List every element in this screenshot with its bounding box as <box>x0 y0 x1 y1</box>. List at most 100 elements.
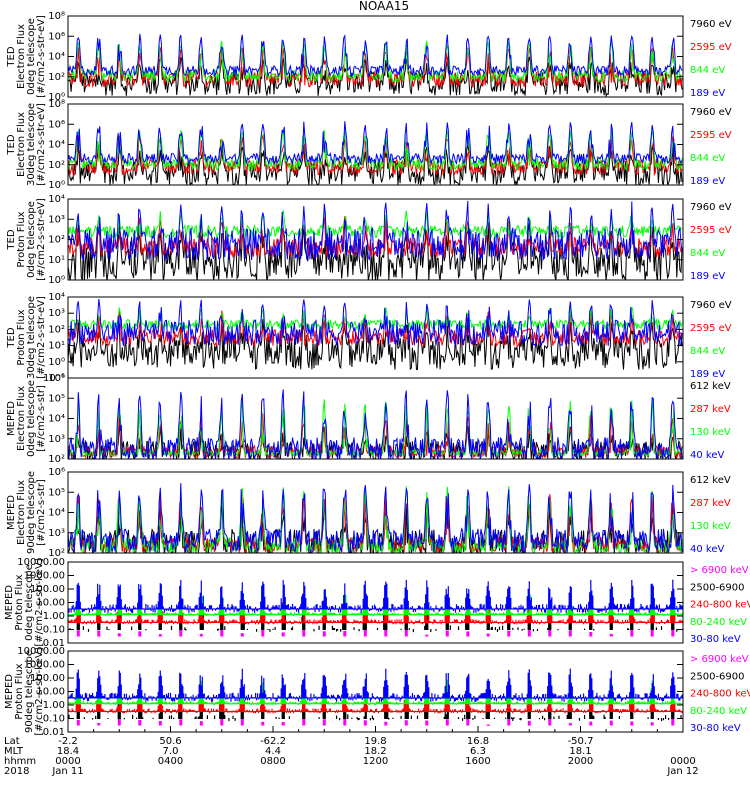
series-0 <box>76 628 675 637</box>
x-tick-label: 0400 <box>158 756 183 767</box>
y-tick-label: 10⁴ <box>48 414 65 425</box>
y-tick-label: 10⁰ <box>48 357 65 368</box>
series-3 <box>68 298 683 348</box>
legend-entry: 2500-6900 <box>690 671 745 682</box>
series-1 <box>68 134 683 177</box>
legend-entry: 130 keV <box>690 427 731 438</box>
x-tick-label: 0000 <box>670 756 695 767</box>
y-tick-label: 0.01 <box>43 638 65 649</box>
y-axis-label: TED <box>6 327 17 348</box>
y-tick-label: 0.01 <box>43 727 65 738</box>
y-axis-label: [#/cm2-s-str-eV] <box>36 296 47 379</box>
series-3 <box>68 121 683 166</box>
y-tick-label: 10² <box>48 454 65 465</box>
x-row-label: MLT <box>4 746 24 757</box>
x-tick-label: -2.2 <box>58 736 78 747</box>
legend-entry: 287 keV <box>690 404 731 415</box>
x-tick-label: 1600 <box>465 756 490 767</box>
x-tick-label: 16.8 <box>467 736 489 747</box>
x-tick-label: 18.4 <box>57 746 79 757</box>
panel-data <box>68 121 683 185</box>
y-axis-label: [#/cm2-s-str-eV] <box>36 15 47 98</box>
legend-entry: 189 eV <box>690 88 725 99</box>
panel-data <box>68 579 683 637</box>
y-tick-label: 10⁶ <box>48 373 65 384</box>
x-tick-label: 6.3 <box>470 746 486 757</box>
y-tick-label: 10³ <box>48 528 65 539</box>
legend-entry: 7960 eV <box>690 300 732 311</box>
series-2 <box>68 305 683 332</box>
series-2 <box>68 685 683 714</box>
y-tick-label: 10³ <box>48 214 65 225</box>
series-3 <box>68 590 683 616</box>
y-axis-label: MEPED <box>4 585 15 620</box>
series-3 <box>68 483 683 553</box>
legend-entry: 130 keV <box>690 521 731 532</box>
y-tick-label: 10⁶ <box>48 31 65 42</box>
legend-entry: 2500-6900 <box>690 582 745 593</box>
y-tick-label: 10⁶ <box>48 467 65 478</box>
y-tick-label: 10⁶ <box>48 119 65 130</box>
x-row-label: Lat <box>4 736 20 747</box>
y-tick-label: 10000.00 <box>17 557 65 568</box>
y-tick-label: 10⁴ <box>48 194 65 205</box>
x-row-label: hhmm <box>4 756 36 767</box>
series-3 <box>68 200 683 262</box>
legend-entry: 844 eV <box>690 248 725 259</box>
legend-entry: 40 keV <box>690 544 724 555</box>
panel-2: 10⁰ 10² 10⁴ 10⁶ 10⁸ TED Electron Flux 30deg tel… <box>6 99 732 191</box>
y-tick-label: 10⁴ <box>48 140 65 151</box>
y-axis-label: [#/cm2-s-str] <box>36 479 47 546</box>
y-tick-label: 10⁸ <box>48 99 65 110</box>
y-axis-label: [#/cm2-s-str] <box>36 385 47 452</box>
legend-entry: 612 keV <box>690 475 731 486</box>
figure-title: NOAA15 <box>359 0 409 13</box>
panel-frame <box>67 103 684 186</box>
x-tick-label: 2000 <box>568 756 593 767</box>
legend-entry: 844 eV <box>690 153 725 164</box>
y-axis-label: 0deg telescope <box>24 564 35 641</box>
series-0 <box>68 318 683 371</box>
legend-entry: 240-800 keV <box>690 600 750 611</box>
panel-6: 10² 10³ 10⁴ 10⁵ 10⁶ MEPED Electron Flux 90deg t… <box>6 467 731 559</box>
legend-entry: 7960 eV <box>690 19 732 30</box>
y-tick-label: 10⁴ <box>48 508 65 519</box>
series-3 <box>68 389 683 459</box>
x-tick-label: 50.6 <box>159 736 181 747</box>
series-2 <box>68 129 683 172</box>
legend-entry: 189 eV <box>690 271 725 282</box>
y-tick-label: 10³ <box>48 434 65 445</box>
panel-data <box>68 483 683 553</box>
series-3 <box>68 679 683 705</box>
x-tick-label: -62.2 <box>260 736 286 747</box>
y-tick-label: 10⁰ <box>48 275 65 286</box>
y-tick-label: 10¹ <box>48 255 65 266</box>
x-tick-label: 19.8 <box>364 736 386 747</box>
y-axis-label: 0deg telescope <box>26 380 37 457</box>
y-axis-label: Proton Flux <box>16 309 27 365</box>
y-axis-label: 30deg telescope <box>26 103 37 186</box>
y-axis-label: Electron Flux <box>16 480 27 545</box>
legend-entry: 844 eV <box>690 346 725 357</box>
y-tick-label: 1000.00 <box>24 660 65 671</box>
legend-entry: 7960 eV <box>690 202 732 213</box>
y-tick-label: 1000.00 <box>24 571 65 582</box>
legend-entry: 287 keV <box>690 498 731 509</box>
y-axis-label: Electron Flux <box>16 386 27 451</box>
panel-data <box>68 200 683 280</box>
legend-entry: 189 eV <box>690 369 725 380</box>
y-tick-label: 1.00 <box>43 700 65 711</box>
series-4 <box>68 579 683 613</box>
y-tick-label: 10² <box>48 548 65 559</box>
series-0 <box>76 717 675 726</box>
y-tick-label: 10⁰ <box>48 92 65 103</box>
legend-entry: 2595 eV <box>690 130 732 141</box>
y-axis-label: MEPED <box>6 495 17 530</box>
y-tick-label: 10² <box>48 160 65 171</box>
x-tick-label: 18.1 <box>569 746 591 757</box>
legend-entry: 80-240 keV <box>690 706 747 717</box>
panel-1: 10⁰ 10² 10⁴ 10⁶ 10⁸ TED Electron Flux 0deg tele… <box>6 11 732 103</box>
